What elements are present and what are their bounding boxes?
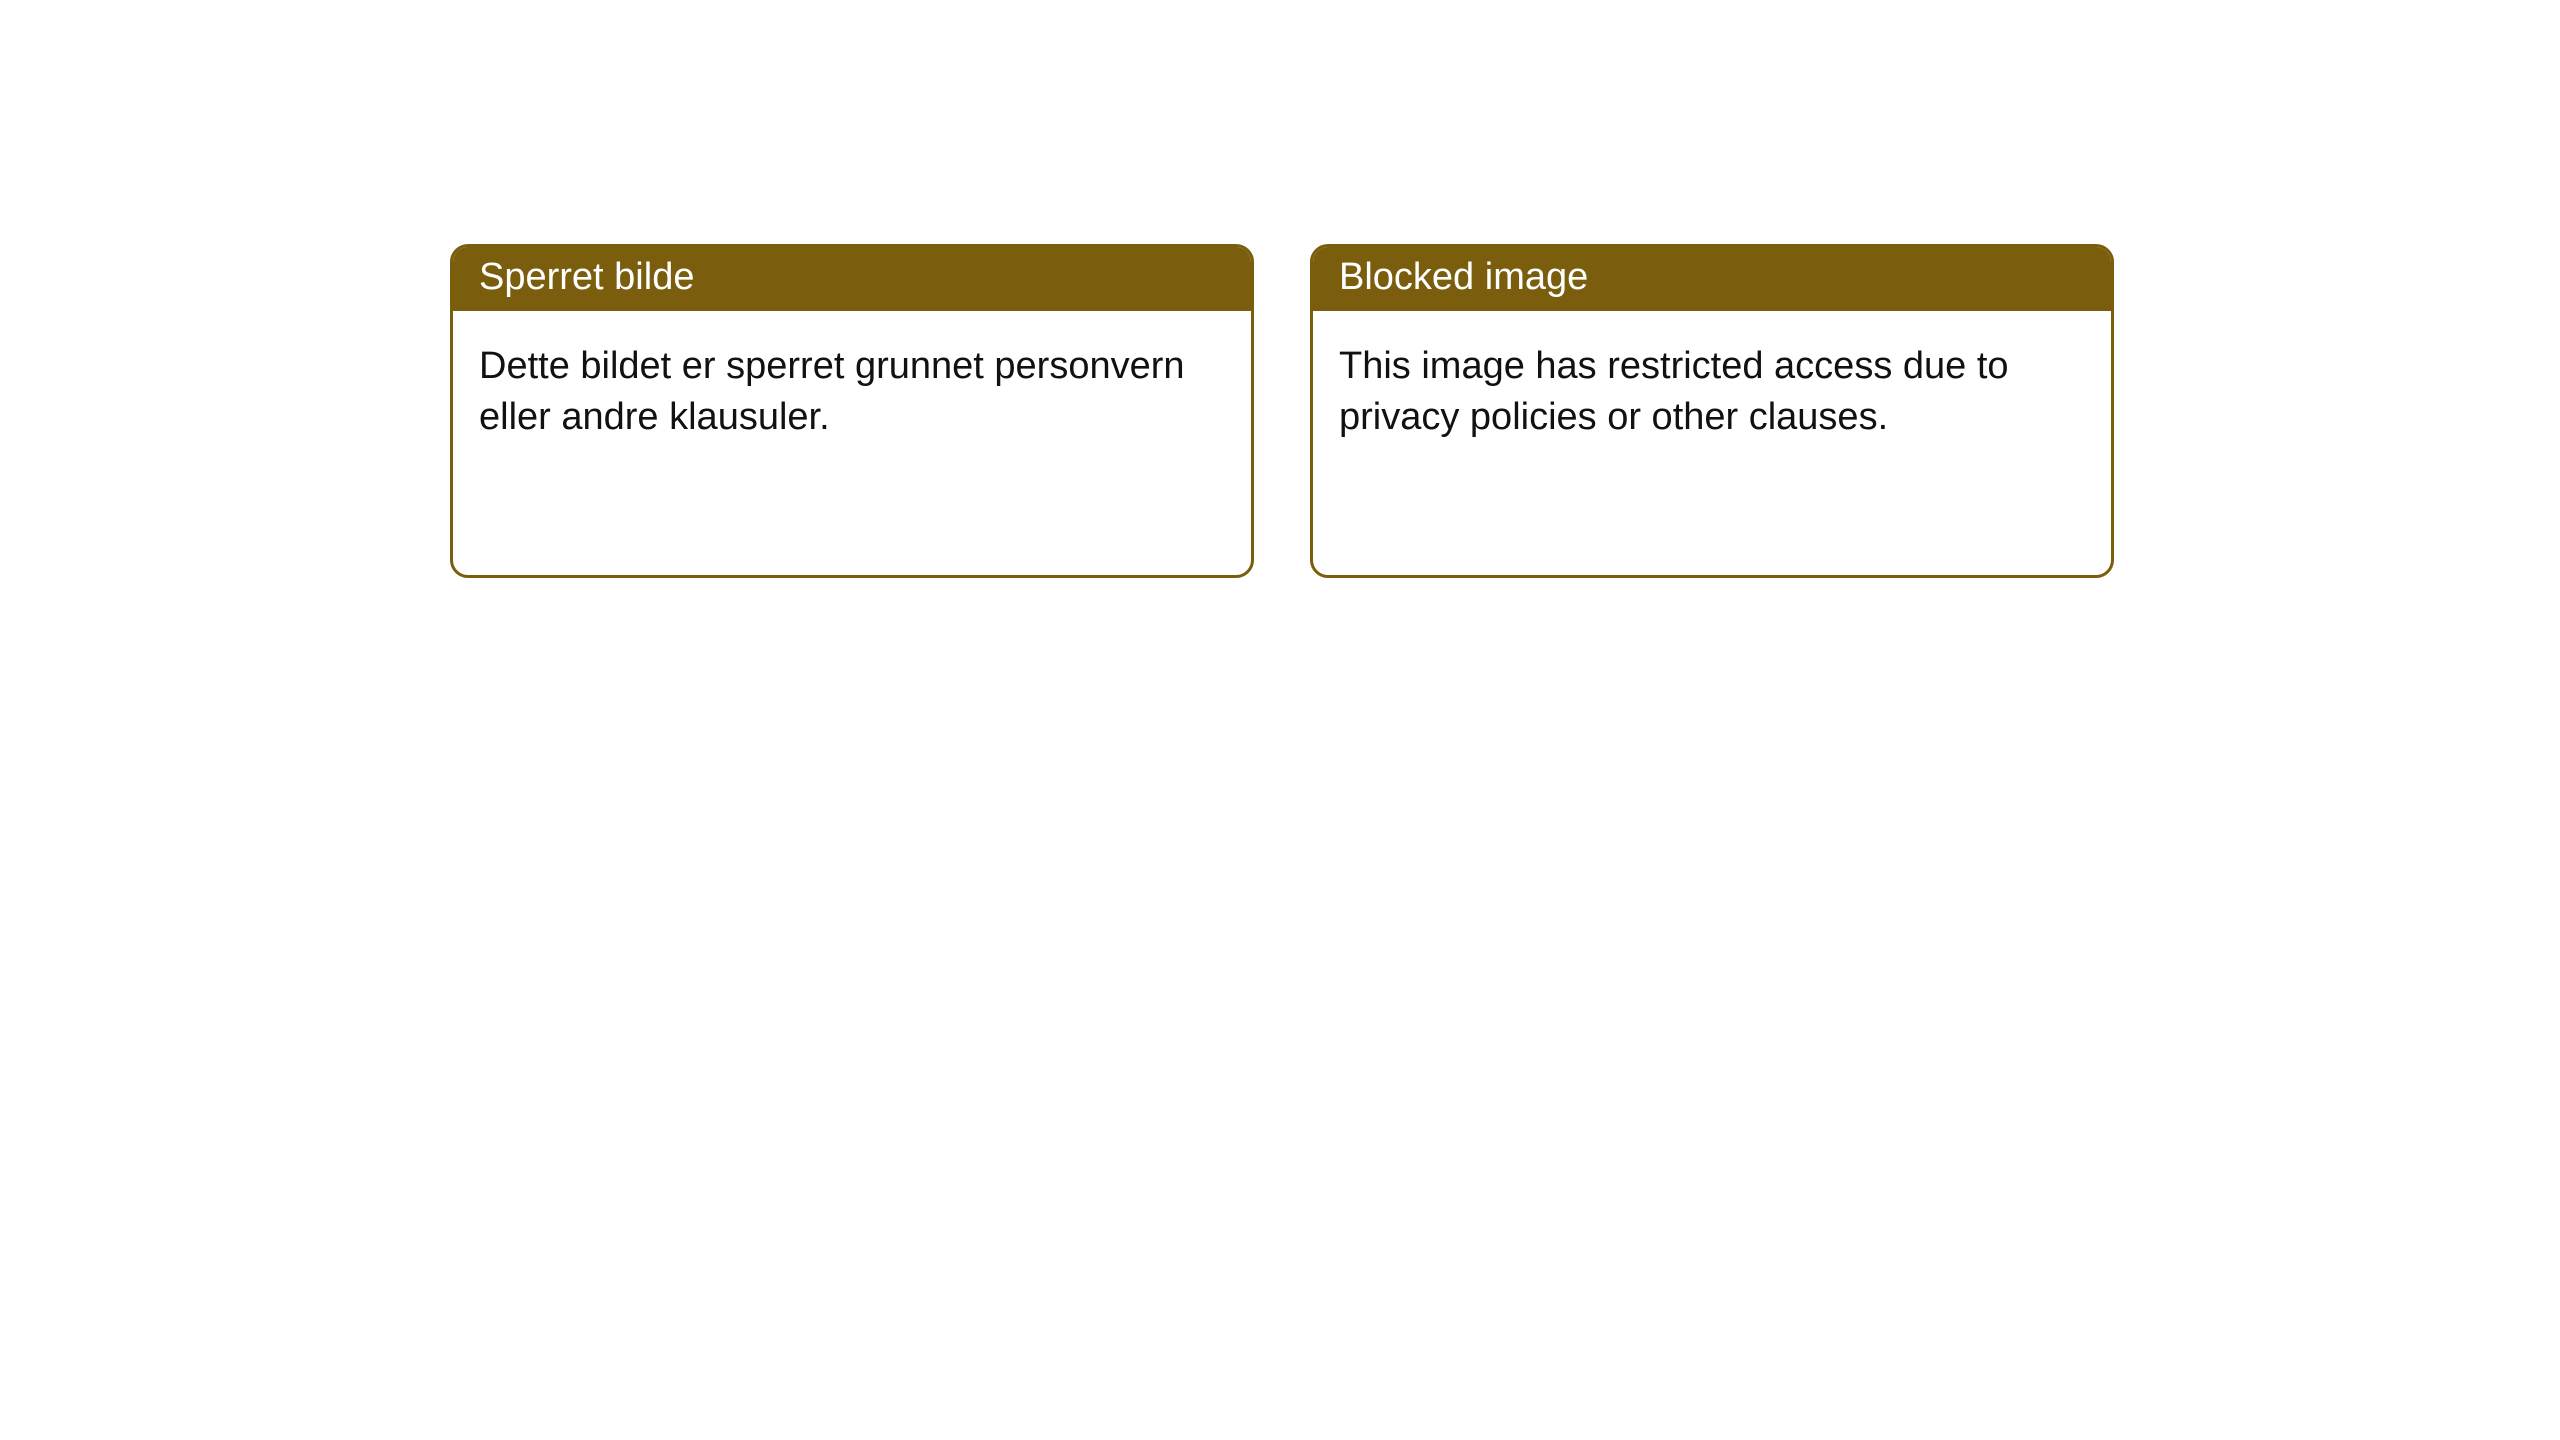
notice-card-en: Blocked image This image has restricted … — [1310, 244, 2114, 578]
notice-card-title: Blocked image — [1313, 247, 2111, 311]
notice-container: Sperret bilde Dette bildet er sperret gr… — [0, 0, 2560, 578]
notice-card-title: Sperret bilde — [453, 247, 1251, 311]
notice-card-body: Dette bildet er sperret grunnet personve… — [453, 311, 1251, 474]
notice-card-body: This image has restricted access due to … — [1313, 311, 2111, 474]
notice-card-no: Sperret bilde Dette bildet er sperret gr… — [450, 244, 1254, 578]
